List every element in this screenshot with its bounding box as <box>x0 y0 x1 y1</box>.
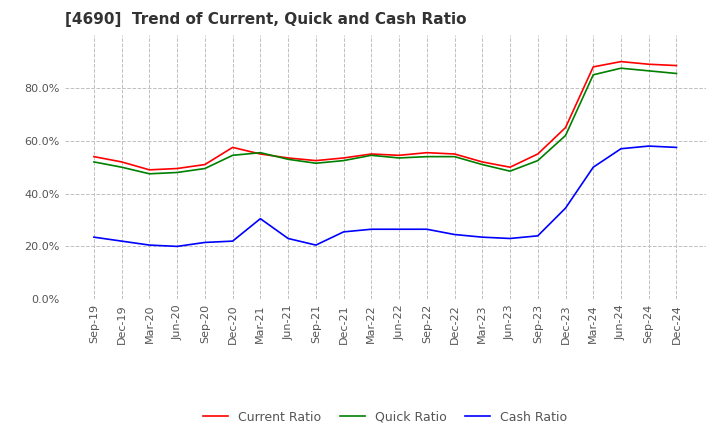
Quick Ratio <box>561 133 570 138</box>
Quick Ratio <box>644 68 653 73</box>
Quick Ratio <box>395 155 403 161</box>
Current Ratio <box>367 151 376 157</box>
Quick Ratio <box>589 72 598 77</box>
Cash Ratio <box>145 242 154 248</box>
Cash Ratio <box>616 146 625 151</box>
Quick Ratio <box>312 161 320 166</box>
Cash Ratio <box>534 233 542 238</box>
Text: [4690]  Trend of Current, Quick and Cash Ratio: [4690] Trend of Current, Quick and Cash … <box>65 12 467 27</box>
Cash Ratio <box>173 244 181 249</box>
Cash Ratio <box>256 216 265 221</box>
Legend: Current Ratio, Quick Ratio, Cash Ratio: Current Ratio, Quick Ratio, Cash Ratio <box>198 406 572 429</box>
Quick Ratio <box>145 171 154 176</box>
Cash Ratio <box>395 227 403 232</box>
Current Ratio <box>589 64 598 70</box>
Quick Ratio <box>256 150 265 155</box>
Current Ratio <box>505 165 514 170</box>
Current Ratio <box>173 166 181 171</box>
Cash Ratio <box>672 145 681 150</box>
Current Ratio <box>534 151 542 157</box>
Current Ratio <box>89 154 98 159</box>
Current Ratio <box>450 151 459 157</box>
Current Ratio <box>284 155 292 161</box>
Quick Ratio <box>505 169 514 174</box>
Quick Ratio <box>201 166 210 171</box>
Cash Ratio <box>561 205 570 211</box>
Current Ratio <box>644 62 653 67</box>
Current Ratio <box>228 145 237 150</box>
Quick Ratio <box>367 153 376 158</box>
Cash Ratio <box>284 236 292 241</box>
Quick Ratio <box>450 154 459 159</box>
Cash Ratio <box>589 165 598 170</box>
Quick Ratio <box>423 154 431 159</box>
Current Ratio <box>423 150 431 155</box>
Cash Ratio <box>312 242 320 248</box>
Current Ratio <box>256 151 265 157</box>
Current Ratio <box>312 158 320 163</box>
Current Ratio <box>616 59 625 64</box>
Cash Ratio <box>117 238 126 244</box>
Current Ratio <box>117 159 126 165</box>
Cash Ratio <box>423 227 431 232</box>
Quick Ratio <box>478 162 487 167</box>
Cash Ratio <box>201 240 210 245</box>
Quick Ratio <box>672 71 681 76</box>
Cash Ratio <box>644 143 653 149</box>
Current Ratio <box>672 63 681 68</box>
Cash Ratio <box>505 236 514 241</box>
Current Ratio <box>339 155 348 161</box>
Quick Ratio <box>173 170 181 175</box>
Line: Current Ratio: Current Ratio <box>94 62 677 170</box>
Cash Ratio <box>367 227 376 232</box>
Line: Cash Ratio: Cash Ratio <box>94 146 677 246</box>
Cash Ratio <box>450 232 459 237</box>
Current Ratio <box>395 153 403 158</box>
Quick Ratio <box>117 165 126 170</box>
Current Ratio <box>478 159 487 165</box>
Quick Ratio <box>339 158 348 163</box>
Cash Ratio <box>478 235 487 240</box>
Current Ratio <box>561 125 570 130</box>
Quick Ratio <box>534 158 542 163</box>
Cash Ratio <box>339 229 348 235</box>
Cash Ratio <box>89 235 98 240</box>
Current Ratio <box>201 162 210 167</box>
Quick Ratio <box>616 66 625 71</box>
Current Ratio <box>145 167 154 172</box>
Line: Quick Ratio: Quick Ratio <box>94 68 677 174</box>
Quick Ratio <box>89 159 98 165</box>
Cash Ratio <box>228 238 237 244</box>
Quick Ratio <box>284 157 292 162</box>
Quick Ratio <box>228 153 237 158</box>
